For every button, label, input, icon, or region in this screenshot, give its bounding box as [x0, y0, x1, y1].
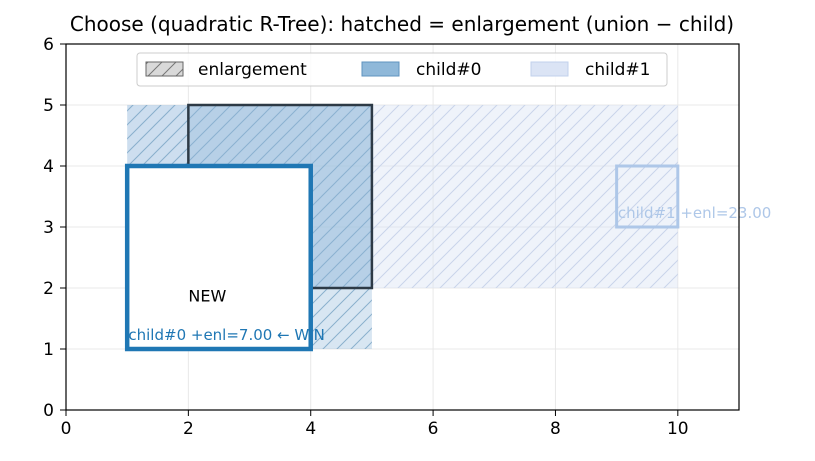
- x-tick-label: 8: [550, 419, 561, 439]
- y-tick-label: 3: [43, 218, 54, 238]
- x-axis: 0 2 4 6 8 10: [61, 410, 689, 439]
- x-tick-label: 6: [428, 419, 439, 439]
- x-tick-label: 2: [183, 419, 194, 439]
- x-tick-label: 10: [667, 419, 689, 439]
- legend: enlargement child#0 child#1: [136, 52, 668, 87]
- legend-swatch-enlargement-hatch: [145, 61, 184, 77]
- child1-rect: [615, 164, 680, 229]
- y-tick-label: 5: [43, 96, 54, 116]
- annotation-layer: NEW child#0 +enl=7.00 ← WIN child#1 +enl=2…: [128, 204, 771, 344]
- y-tick-label: 1: [43, 340, 54, 360]
- chart-title: Choose (quadratic R-Tree): hatched = enl…: [70, 12, 734, 36]
- new-entry-rect: [124, 163, 313, 352]
- new-entry-label: NEW: [188, 286, 226, 305]
- y-tick-label: 0: [43, 401, 54, 421]
- x-tick-label: 4: [305, 419, 316, 439]
- legend-label-child1: child#1: [585, 60, 650, 80]
- y-tick-label: 4: [43, 157, 54, 177]
- x-tick-label: 0: [61, 419, 72, 439]
- child0-enlargement-label: child#0 +enl=7.00 ← WIN: [128, 326, 325, 344]
- legend-label-child0: child#0: [416, 60, 481, 80]
- legend-swatch-child0: [361, 61, 400, 77]
- legend-label-enlargement: enlargement: [198, 60, 307, 80]
- legend-frame: [136, 52, 668, 87]
- child1-enlargement-label: child#1 +enl=23.00: [618, 204, 771, 222]
- y-tick-label: 2: [43, 279, 54, 299]
- legend-swatch-child1: [530, 61, 569, 77]
- y-axis: 0 1 2 3 4 5 6: [43, 35, 66, 421]
- plot-area: [124, 103, 680, 352]
- y-tick-label: 6: [43, 35, 54, 55]
